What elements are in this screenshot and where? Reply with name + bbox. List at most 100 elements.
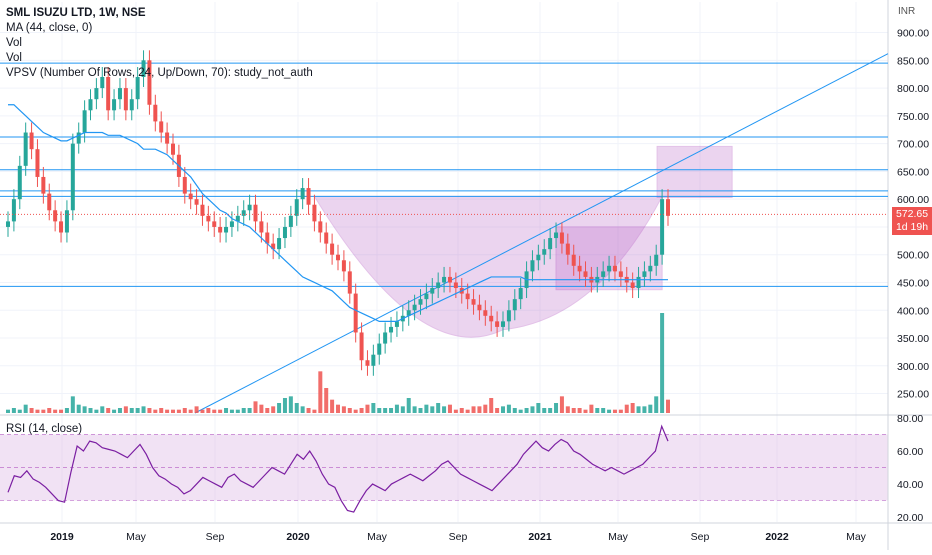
volume-bar xyxy=(394,404,399,413)
volume-bar xyxy=(389,408,394,413)
candle-body xyxy=(259,221,264,233)
price-tick-label: 250.00 xyxy=(897,389,929,401)
candle-body xyxy=(571,254,576,266)
volume-bar xyxy=(371,403,376,413)
volume-bar xyxy=(418,408,423,413)
vol-legend-2[interactable]: Vol xyxy=(6,52,22,64)
volume-bar xyxy=(141,406,146,413)
volume-bar xyxy=(436,403,441,413)
candle-body xyxy=(135,76,140,100)
candle-body xyxy=(436,282,441,289)
volume-bar xyxy=(459,408,464,413)
candle-body xyxy=(129,99,134,111)
candle-body xyxy=(341,260,346,272)
volume-bar xyxy=(171,409,175,413)
volume-bar xyxy=(518,409,523,413)
vpsv-legend[interactable]: VPSV (Number Of Rows, 24, Up/Down, 70): … xyxy=(6,67,313,79)
candle-body xyxy=(147,60,152,105)
volume-bar xyxy=(200,409,205,413)
volume-bar xyxy=(94,409,99,413)
candle-body xyxy=(447,276,452,283)
volume-bar xyxy=(583,409,588,413)
candle-body xyxy=(53,210,58,222)
candle-body xyxy=(82,110,87,133)
time-tick-label: May xyxy=(367,531,388,543)
candle-body xyxy=(318,221,323,233)
candle-body xyxy=(6,221,10,227)
candle-body xyxy=(188,193,193,200)
candle-body xyxy=(247,204,252,211)
rsi-legend[interactable]: RSI (14, close) xyxy=(6,423,83,435)
volume-bar xyxy=(218,409,223,413)
candle-body xyxy=(282,226,287,239)
volume-bar xyxy=(64,408,69,413)
candle-body xyxy=(153,104,158,122)
candle-body xyxy=(41,176,46,194)
volume-bar xyxy=(465,409,470,413)
volume-bar xyxy=(76,404,81,413)
volume-bar xyxy=(660,313,665,413)
candle-body xyxy=(218,226,223,233)
time-tick-label: May xyxy=(126,531,147,543)
volume-bar xyxy=(489,398,494,413)
candle-body xyxy=(123,88,128,111)
candle-body xyxy=(235,215,240,222)
time-tick-label: Sep xyxy=(691,531,710,543)
candle-body xyxy=(336,254,340,261)
volume-bar xyxy=(88,408,93,413)
time-tick-label: May xyxy=(608,531,629,543)
volume-bar xyxy=(548,408,553,413)
volume-bar xyxy=(229,409,234,413)
volume-bar xyxy=(359,408,364,413)
candle-body xyxy=(377,343,382,355)
candle-body xyxy=(353,293,358,333)
candle-body xyxy=(271,243,276,250)
candle-body xyxy=(64,210,69,233)
candle-body xyxy=(182,176,187,194)
volume-bar xyxy=(106,408,111,413)
candle-body xyxy=(106,76,111,111)
candle-body xyxy=(648,265,653,272)
bar-countdown: 1d 19h xyxy=(895,221,929,234)
symbol-title[interactable]: SML ISUZU LTD, 1W, NSE xyxy=(6,7,146,19)
volume-bar xyxy=(235,409,240,413)
candle-body xyxy=(288,215,293,227)
candle-body xyxy=(194,199,199,205)
candle-body xyxy=(424,293,429,300)
candle-body xyxy=(471,299,476,305)
time-tick-label: Sep xyxy=(206,531,225,543)
time-tick-label: 2020 xyxy=(286,531,310,543)
volume-bar xyxy=(194,406,199,413)
time-tick-label: 2021 xyxy=(528,531,552,543)
candle-body xyxy=(660,199,665,255)
candle-body xyxy=(371,354,376,366)
volume-bar xyxy=(17,409,22,413)
ma-legend[interactable]: MA (44, close, 0) xyxy=(6,22,93,34)
volume-bar xyxy=(530,406,535,413)
volume-bar xyxy=(330,399,335,413)
currency-unit[interactable]: INR xyxy=(898,6,916,17)
candle-body xyxy=(165,132,170,144)
chart-legend: SML ISUZU LTD, 1W, NSE MA (44, close, 0)… xyxy=(6,6,313,81)
volume-bar xyxy=(312,409,317,413)
candle-body xyxy=(512,299,517,311)
candle-body xyxy=(406,310,411,316)
vol-legend-1[interactable]: Vol xyxy=(6,37,22,49)
candle-body xyxy=(430,288,435,294)
volume-bar xyxy=(35,409,40,413)
volume-bar xyxy=(495,408,500,413)
candle-body xyxy=(642,271,647,277)
candle-body xyxy=(365,360,370,366)
candle-body xyxy=(88,99,93,111)
rsi-tick-label: 80.00 xyxy=(897,413,923,425)
candle-body xyxy=(253,204,258,222)
candle-body xyxy=(636,276,641,289)
price-tick-label: 700.00 xyxy=(897,139,929,151)
candle-body xyxy=(306,188,311,205)
candle-body xyxy=(630,282,635,289)
candle-body xyxy=(35,149,40,177)
rsi-tick-label: 20.00 xyxy=(897,512,923,524)
volume-bar xyxy=(265,408,270,413)
